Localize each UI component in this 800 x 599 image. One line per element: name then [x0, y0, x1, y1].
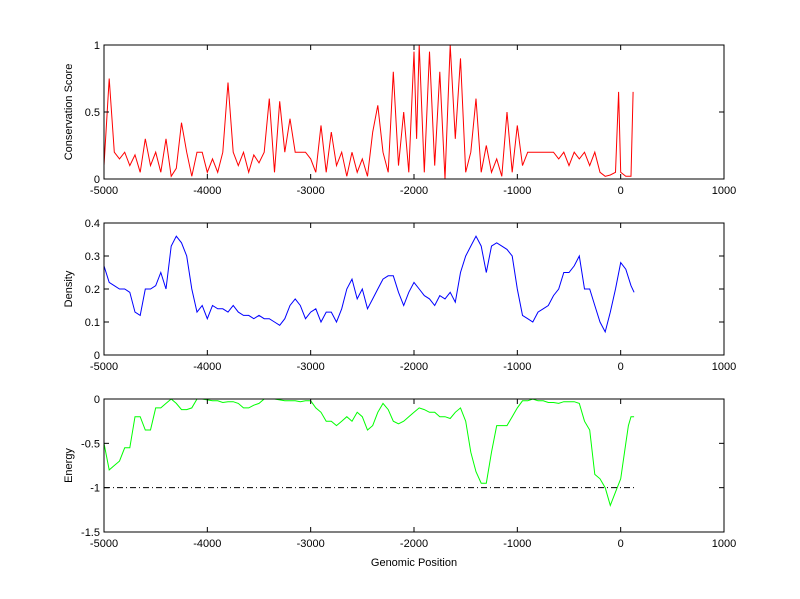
y-tick-label: 0 — [94, 350, 100, 362]
series-line-conservation — [103, 44, 634, 180]
x-tick-label: -2000 — [400, 185, 428, 197]
x-tick-label: -5000 — [90, 361, 118, 373]
x-tick-label: 1000 — [712, 361, 736, 373]
subplot-1: -5000 -4000 -3000 -2000 -1000 0 1000 0 0.5 1 Conse… — [63, 40, 736, 197]
y-tick-label: 0.2 — [85, 284, 100, 296]
x-tick-label: 0 — [618, 361, 624, 373]
y-tick-label: -1 — [90, 483, 100, 495]
y-tick-label: 0.4 — [85, 218, 100, 230]
y-tick-label: -0.5 — [81, 438, 100, 450]
x-tick-label: -2000 — [400, 361, 428, 373]
x-tick-label: -1000 — [503, 361, 531, 373]
x-tick-label: -1000 — [503, 185, 531, 197]
series-line-energy — [103, 398, 635, 507]
x-tick-label: -4000 — [193, 361, 221, 373]
x-tick-label: 1000 — [712, 185, 736, 197]
y-tick-label: 0.5 — [85, 107, 100, 119]
y-tick-label: 0.1 — [85, 317, 100, 329]
y-tick-label: -1.5 — [81, 527, 100, 539]
x-tick-label: 1000 — [712, 538, 736, 550]
series-line-density — [103, 235, 635, 334]
y-tick-label: 1 — [94, 40, 100, 52]
x-tick-label: 0 — [618, 185, 624, 197]
x-tick-label: 0 — [618, 538, 624, 550]
x-tick-label: -4000 — [193, 538, 221, 550]
x-tick-label: -1000 — [503, 538, 531, 550]
x-tick-label: -5000 — [90, 538, 118, 550]
subplot-3: -5000 -4000 -3000 -2000 -1000 0 1000 -1.5 -1 -0.5… — [63, 394, 736, 569]
x-tick-label: -2000 — [400, 538, 428, 550]
x-axis-label: Genomic Position — [371, 557, 457, 569]
x-tick-label: -3000 — [297, 361, 325, 373]
y-tick-label: 0 — [94, 394, 100, 406]
y-tick-label: 0 — [94, 174, 100, 186]
y-axis-label: Energy — [63, 448, 75, 483]
x-tick-label: -4000 — [193, 185, 221, 197]
x-tick-label: -3000 — [297, 185, 325, 197]
axes-frame — [103, 398, 725, 533]
axes-frame — [103, 222, 725, 356]
y-axis-label: Conservation Score — [63, 64, 75, 161]
x-tick-label: -3000 — [297, 538, 325, 550]
y-axis-label: Density — [63, 270, 75, 307]
subplot-2: -5000 -4000 -3000 -2000 -1000 0 1000 0 0.1 0.2 0.3… — [63, 218, 736, 373]
x-tick-label: -5000 — [90, 185, 118, 197]
y-tick-label: 0.3 — [85, 251, 100, 263]
